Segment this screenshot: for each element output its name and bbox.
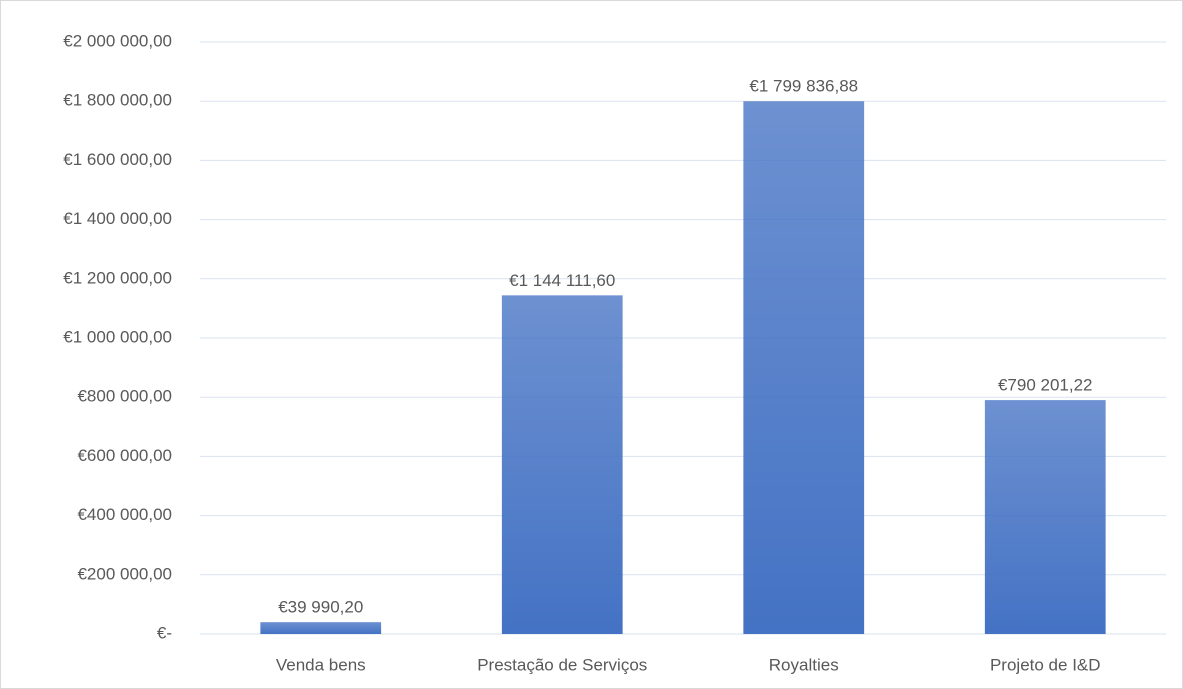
bar (501, 295, 623, 634)
bar (743, 101, 865, 634)
bar (984, 400, 1106, 634)
y-tick-label: €1 000 000,00 (63, 327, 172, 346)
x-tick-label: Venda bens (276, 655, 366, 674)
y-tick-label: €200 000,00 (77, 564, 172, 583)
data-label: €1 144 111,60 (509, 271, 615, 290)
bar (260, 622, 382, 634)
y-tick-label: €1 800 000,00 (63, 91, 172, 110)
x-tick-label: Projeto de I&D (990, 655, 1101, 674)
data-label: €39 990,20 (278, 598, 363, 617)
data-label: €790 201,22 (998, 376, 1093, 395)
y-tick-label: €1 600 000,00 (63, 150, 172, 169)
y-tick-label: €2 000 000,00 (63, 31, 172, 50)
x-tick-label: Prestação de Serviços (477, 655, 647, 674)
x-tick-label: Royalties (769, 655, 839, 674)
y-tick-label: €800 000,00 (77, 387, 172, 406)
data-label: €1 799 836,88 (749, 77, 858, 96)
y-tick-label: €400 000,00 (77, 505, 172, 524)
y-tick-label: €600 000,00 (77, 446, 172, 465)
y-tick-label: €1 400 000,00 (63, 209, 172, 228)
y-tick-label: €- (157, 623, 172, 642)
y-tick-label: €1 200 000,00 (63, 268, 172, 287)
